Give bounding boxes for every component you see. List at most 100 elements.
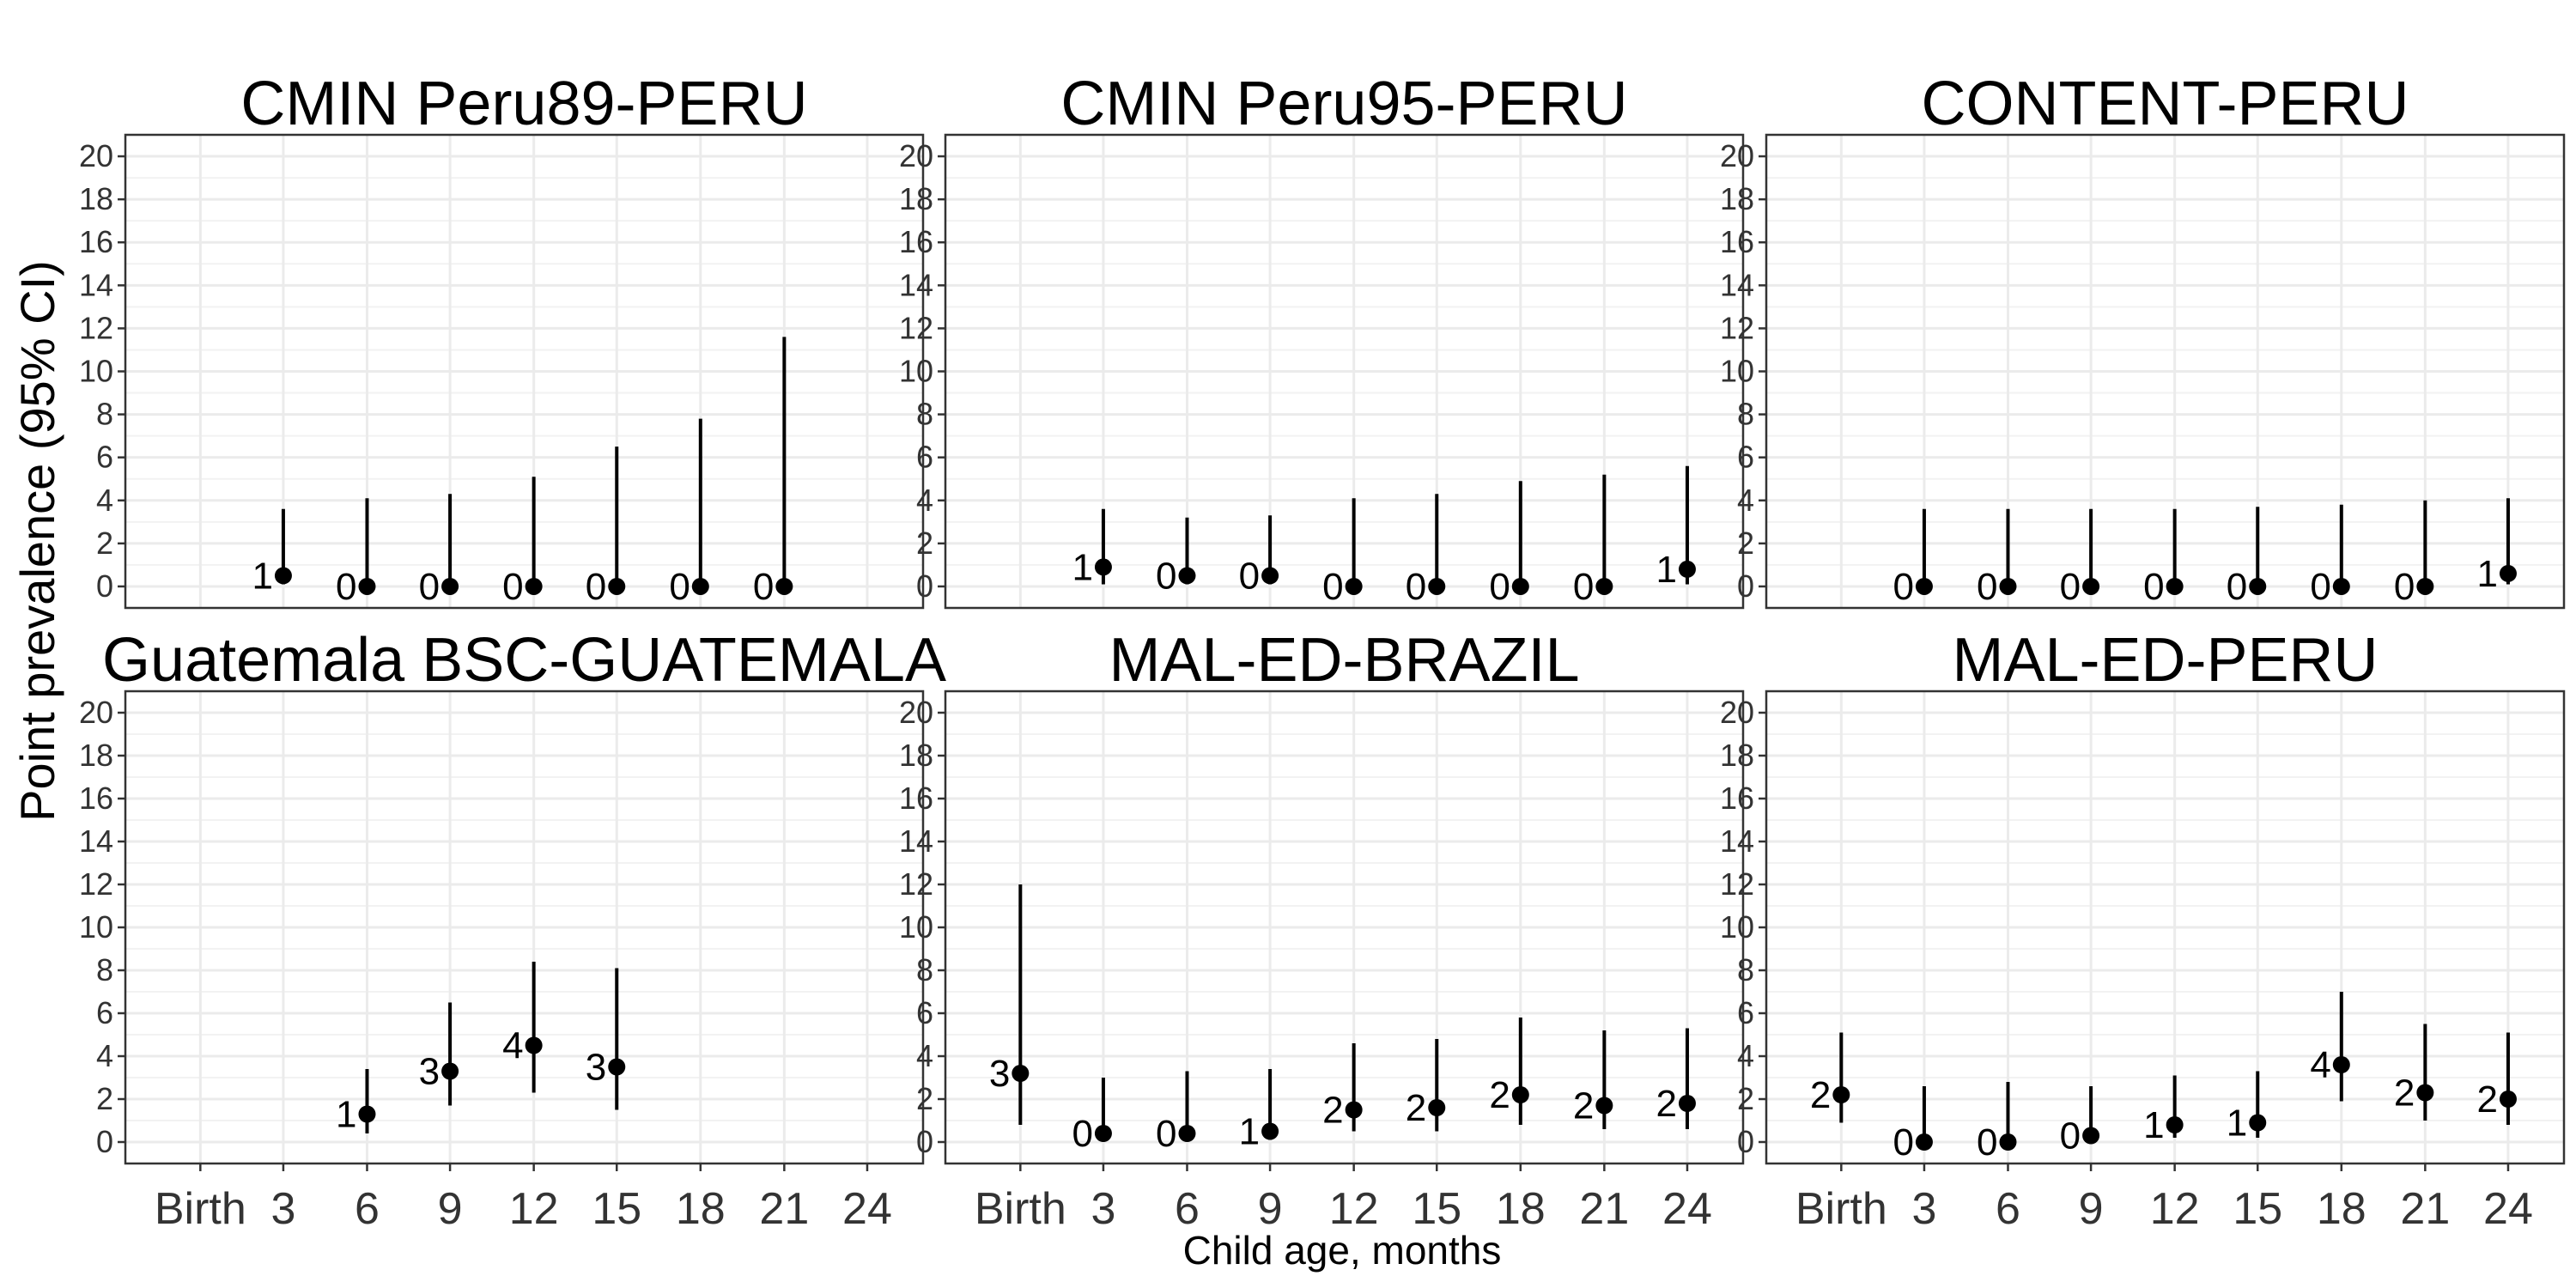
count-label: 0: [1977, 566, 1997, 608]
data-point: [2249, 577, 2267, 595]
count-label: 0: [1893, 1121, 1913, 1163]
data-point: [1511, 1086, 1529, 1103]
y-tick-label: 2: [916, 1081, 933, 1116]
y-tick-label: 14: [79, 267, 113, 302]
y-tick-label: 12: [1720, 310, 1754, 345]
count-label: 2: [1656, 1083, 1676, 1125]
y-tick-label: 4: [1737, 1038, 1754, 1073]
count-label: 1: [252, 555, 272, 597]
y-tick-label: 4: [916, 1038, 933, 1073]
panel-title: CMIN Peru95-PERU: [1060, 70, 1627, 138]
count-label: 0: [669, 566, 690, 608]
count-label: 0: [1156, 555, 1176, 597]
count-label: 2: [2476, 1078, 2497, 1121]
data-point: [1999, 1133, 2017, 1151]
count-label: 1: [2476, 553, 2497, 595]
y-tick-label: 20: [79, 695, 113, 730]
data-point: [1178, 567, 1196, 585]
panel: CONTENT-PERU 0 2 4 6 8 10 12 14 16 18 20 0 0 0 0 0 0 0 1: [1720, 70, 2566, 610]
count-label: 0: [336, 566, 356, 608]
x-tick-label: 21: [2400, 1184, 2450, 1234]
y-tick-label: 20: [899, 695, 933, 730]
y-tick-label: 14: [899, 823, 933, 859]
y-tick-label: 2: [96, 1081, 113, 1116]
x-tick-label: 18: [2317, 1184, 2366, 1234]
y-axis-title: Point prevalence (95% CI): [10, 260, 64, 822]
x-tick-label: 3: [1911, 1184, 1936, 1234]
y-tick-label: 4: [916, 483, 933, 518]
count-label: 0: [2060, 1115, 2081, 1157]
y-tick-label: 12: [899, 310, 933, 345]
panel-title: CONTENT-PERU: [1921, 70, 2409, 138]
x-tick-label: Birth: [1795, 1184, 1887, 1234]
y-tick-label: 16: [899, 224, 933, 259]
data-point: [1678, 1095, 1696, 1112]
y-tick-label: 4: [96, 1038, 113, 1073]
count-label: 0: [1489, 566, 1510, 608]
y-tick-label: 20: [1720, 138, 1754, 173]
count-label: 0: [1072, 1113, 1092, 1155]
x-tick-label: 6: [1996, 1184, 2020, 1234]
data-point: [1915, 1133, 1933, 1151]
y-tick-label: 10: [1720, 354, 1754, 389]
y-tick-label: 12: [1720, 866, 1754, 902]
y-tick-label: 18: [79, 738, 113, 773]
count-label: 0: [419, 566, 440, 608]
count-label: 0: [1977, 1121, 1997, 1163]
y-tick-label: 8: [916, 952, 933, 987]
y-tick-label: 20: [79, 138, 113, 173]
x-tick-label: 12: [2150, 1184, 2200, 1234]
x-tick-label: 3: [270, 1184, 295, 1234]
count-label: 1: [1072, 546, 1092, 588]
y-tick-label: 14: [1720, 823, 1754, 859]
data-point: [608, 1058, 626, 1076]
data-point: [525, 577, 543, 595]
data-point: [358, 1105, 376, 1123]
y-tick-label: 16: [79, 781, 113, 816]
count-label: 0: [2227, 566, 2247, 608]
y-tick-label: 10: [899, 354, 933, 389]
count-label: 0: [1893, 566, 1913, 608]
data-point: [274, 567, 292, 585]
y-tick-label: 10: [1720, 909, 1754, 945]
data-point: [691, 577, 709, 595]
data-point: [2499, 564, 2517, 582]
data-point: [1832, 1086, 1850, 1103]
count-label: 0: [1156, 1113, 1176, 1155]
data-point: [2416, 577, 2434, 595]
y-tick-label: 0: [916, 568, 933, 604]
count-label: 3: [419, 1051, 440, 1093]
count-label: 3: [586, 1047, 606, 1089]
y-tick-label: 20: [899, 138, 933, 173]
count-label: 1: [2227, 1103, 2247, 1145]
y-tick-label: 6: [1737, 995, 1754, 1030]
count-label: 2: [1573, 1085, 1594, 1127]
count-label: 0: [1239, 555, 1260, 597]
x-tick-label: 3: [1091, 1184, 1115, 1234]
x-tick-label: 18: [676, 1184, 726, 1234]
data-point: [1915, 577, 1933, 595]
count-label: 4: [502, 1025, 523, 1067]
data-point: [1999, 577, 2017, 595]
y-tick-label: 10: [79, 909, 113, 945]
count-label: 0: [502, 566, 523, 608]
y-tick-label: 2: [96, 526, 113, 561]
y-tick-label: 18: [79, 181, 113, 216]
data-point: [1094, 1125, 1112, 1142]
count-label: 4: [2310, 1044, 2330, 1086]
count-label: 1: [2143, 1104, 2164, 1146]
y-tick-label: 8: [96, 397, 113, 432]
y-tick-label: 2: [1737, 526, 1754, 561]
y-tick-label: 14: [79, 823, 113, 859]
panel: Guatemala BSC-GUATEMALA02468101214161820…: [79, 626, 946, 1234]
data-point: [1678, 560, 1696, 578]
y-tick-label: 8: [1737, 952, 1754, 987]
count-label: 0: [1322, 566, 1343, 608]
x-tick-label: 9: [1258, 1184, 1283, 1234]
x-tick-label: 24: [2483, 1184, 2533, 1234]
count-label: 2: [2394, 1072, 2415, 1115]
y-tick-label: 6: [1737, 440, 1754, 475]
count-label: 2: [1406, 1087, 1426, 1129]
